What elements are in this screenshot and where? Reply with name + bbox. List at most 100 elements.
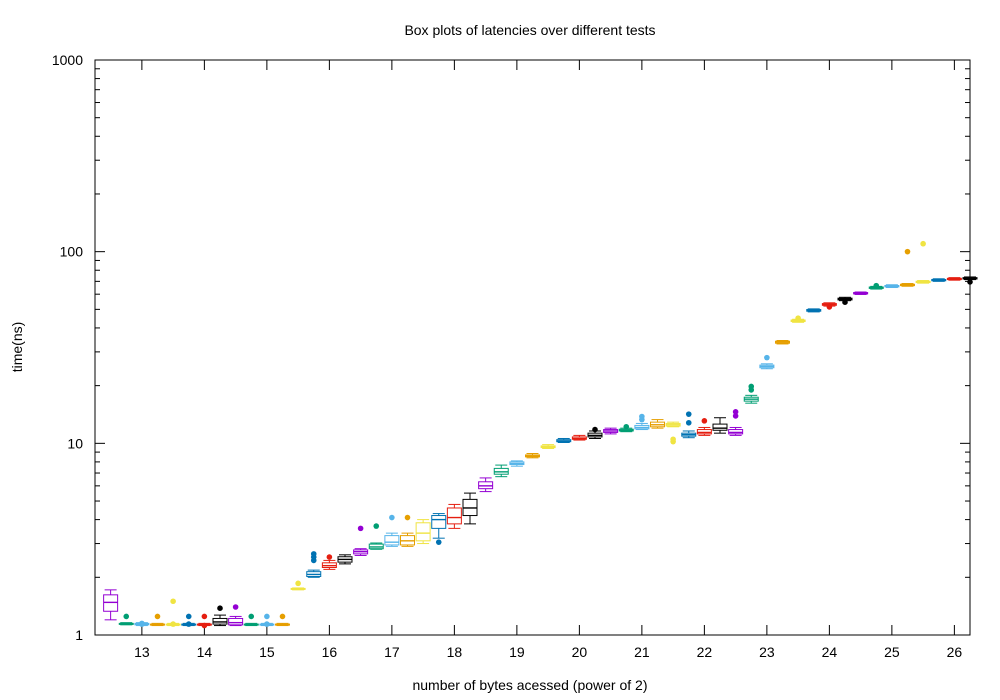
x-tick-label: 15 bbox=[259, 644, 275, 660]
box-item bbox=[118, 613, 134, 626]
box-item bbox=[259, 613, 275, 627]
box-item bbox=[884, 284, 900, 289]
box-iqr bbox=[431, 515, 447, 529]
y-tick-label: 10 bbox=[67, 435, 83, 451]
x-axis-label: number of bytes acessed (power of 2) bbox=[412, 677, 647, 693]
x-tick-label: 13 bbox=[134, 644, 150, 660]
outlier-point bbox=[873, 282, 880, 289]
box-item bbox=[400, 514, 415, 547]
x-tick-label: 18 bbox=[447, 644, 463, 660]
outlier-point bbox=[170, 621, 176, 627]
outlier-point bbox=[389, 514, 395, 521]
box-item bbox=[212, 605, 228, 627]
box-item bbox=[196, 613, 212, 629]
outlier-point bbox=[670, 436, 676, 443]
box-item bbox=[446, 503, 462, 529]
box-item bbox=[743, 383, 759, 404]
box-item bbox=[478, 477, 494, 493]
outlier-point bbox=[373, 523, 380, 529]
outlier-point bbox=[295, 580, 301, 587]
y-tick-label: 1 bbox=[75, 627, 83, 643]
outlier-point bbox=[185, 621, 192, 627]
outlier-point bbox=[842, 299, 848, 305]
box-item bbox=[415, 519, 431, 545]
box-iqr bbox=[228, 617, 244, 626]
box-item bbox=[275, 613, 290, 627]
x-tick-label: 21 bbox=[634, 644, 650, 660]
outlier-point bbox=[404, 514, 411, 521]
x-tick-label: 26 bbox=[947, 644, 963, 660]
outlier-point bbox=[185, 613, 192, 620]
x-tick-label: 24 bbox=[822, 644, 838, 660]
box-item bbox=[946, 277, 962, 281]
outlier-point bbox=[264, 621, 270, 627]
outlier-point bbox=[764, 354, 770, 361]
box-item bbox=[353, 525, 369, 556]
outlier-point bbox=[248, 613, 255, 620]
outlier-point bbox=[326, 554, 333, 560]
box-item bbox=[165, 598, 181, 627]
box-iqr bbox=[446, 507, 462, 525]
box-item bbox=[540, 444, 556, 449]
x-tick-label: 22 bbox=[697, 644, 713, 660]
box-item bbox=[306, 551, 322, 578]
box-item bbox=[775, 339, 790, 345]
box-iqr bbox=[712, 423, 728, 431]
box-item bbox=[228, 604, 244, 627]
plot-frame bbox=[94, 59, 971, 636]
box-item bbox=[243, 613, 259, 627]
outlier-point bbox=[123, 613, 130, 620]
outlier-point bbox=[357, 525, 364, 532]
box-item bbox=[712, 417, 728, 434]
box-item bbox=[431, 513, 447, 545]
outlier-point bbox=[201, 613, 208, 620]
outlier-point bbox=[701, 418, 708, 424]
box-item bbox=[681, 411, 697, 439]
box-item bbox=[634, 413, 650, 431]
outlier-point bbox=[154, 613, 161, 620]
box-item bbox=[915, 240, 931, 284]
x-tick-label: 19 bbox=[509, 644, 525, 660]
box-item bbox=[728, 409, 744, 436]
box-item bbox=[337, 554, 353, 565]
outlier-point bbox=[732, 409, 739, 415]
outlier-point bbox=[685, 411, 692, 417]
x-axis-ticks: 13 14 15 16 17 18 19 20 21 22 23 24 25 26 bbox=[134, 60, 962, 660]
y-axis-ticks: 1 10 100 1000 bbox=[52, 52, 970, 643]
chart-title: Box plots of latencies over different te… bbox=[404, 22, 655, 38]
outlier-point bbox=[217, 605, 223, 611]
outlier-point bbox=[748, 383, 755, 390]
box-item bbox=[103, 589, 119, 621]
box-item bbox=[931, 278, 947, 282]
outlier-point bbox=[639, 413, 645, 420]
box-item bbox=[290, 580, 306, 591]
x-tick-label: 20 bbox=[572, 644, 588, 660]
box-item bbox=[462, 492, 478, 525]
outlier-point bbox=[685, 419, 692, 426]
box-item bbox=[837, 296, 853, 305]
outlier-point bbox=[232, 604, 239, 610]
box-item bbox=[587, 426, 603, 439]
outlier-point bbox=[826, 304, 833, 310]
x-tick-label: 14 bbox=[197, 644, 213, 660]
outlier-point bbox=[279, 613, 286, 620]
box-item bbox=[868, 282, 884, 290]
box-item bbox=[509, 460, 525, 467]
box-item bbox=[603, 427, 619, 435]
y-axis-label: time(ns) bbox=[9, 322, 25, 373]
box-item bbox=[556, 437, 572, 444]
box-iqr bbox=[415, 522, 431, 542]
box-item bbox=[150, 613, 165, 627]
x-tick-label: 17 bbox=[384, 644, 400, 660]
box-item bbox=[696, 418, 712, 436]
box-iqr bbox=[384, 535, 400, 546]
x-tick-label: 23 bbox=[759, 644, 775, 660]
outlier-point bbox=[967, 279, 973, 285]
box-item bbox=[806, 308, 822, 313]
x-tick-label: 25 bbox=[884, 644, 900, 660]
box-item bbox=[571, 434, 587, 441]
box-item bbox=[759, 354, 775, 370]
outlier-point bbox=[170, 598, 176, 605]
box-item bbox=[900, 248, 915, 287]
